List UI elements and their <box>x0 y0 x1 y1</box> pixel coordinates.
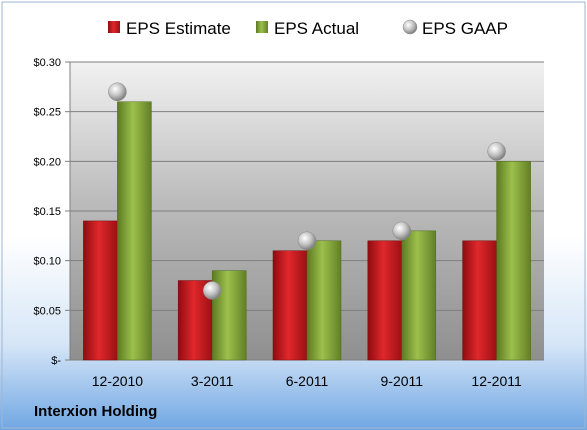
bars <box>83 101 531 361</box>
gaap-marker <box>108 82 127 102</box>
actual-bar <box>401 230 437 361</box>
actual-bar <box>117 101 152 361</box>
y-tick-label: $- <box>51 355 61 367</box>
x-category-label: 6-2011 <box>286 373 329 389</box>
legend-actual-label: EPS Actual <box>274 19 359 38</box>
gaap-marker <box>202 281 222 300</box>
gaap-marker <box>487 142 506 161</box>
legend: EPS Estimate EPS Actual EPS GAAP <box>108 19 508 38</box>
legend-estimate-label: EPS Estimate <box>126 19 231 38</box>
gaap-marker <box>392 221 412 241</box>
actual-bar <box>306 240 342 361</box>
legend-actual-swatch <box>256 21 268 33</box>
y-tick-label: $0.15 <box>33 206 61 218</box>
x-axis-labels: 12-2010 3-2011 6-2011 9-2011 12-2011 <box>92 373 522 389</box>
x-category-label: 12-2010 <box>92 373 144 389</box>
y-tick-label: $0.25 <box>33 107 61 119</box>
company-name: Interxion Holding <box>34 403 157 420</box>
gaap-marker <box>297 231 317 251</box>
estimate-bar <box>462 240 497 361</box>
estimate-bar <box>83 220 118 361</box>
actual-bar <box>496 161 531 361</box>
legend-gaap-swatch <box>402 19 418 35</box>
x-category-label: 12-2011 <box>471 373 522 389</box>
y-tick-label: $0.20 <box>33 156 61 168</box>
legend-estimate: EPS Estimate <box>108 19 231 38</box>
legend-gaap-label: EPS GAAP <box>422 19 508 38</box>
x-category-label: 3-2011 <box>191 373 234 389</box>
estimate-bar <box>367 240 403 361</box>
gaap-markers <box>108 82 506 300</box>
y-tick-label: $0.30 <box>33 57 61 69</box>
y-tick-label: $0.10 <box>33 256 61 268</box>
legend-estimate-swatch <box>108 21 120 33</box>
legend-gaap: EPS GAAP <box>402 19 508 38</box>
estimate-bar <box>272 250 308 361</box>
y-tick-label: $0.05 <box>33 305 61 317</box>
y-axis-ticks: $- $0.05 $0.10 $0.15 $0.20 $0.25 $0.30 <box>33 57 61 367</box>
legend-actual: EPS Actual <box>256 19 359 38</box>
x-category-label: 9-2011 <box>381 373 424 389</box>
